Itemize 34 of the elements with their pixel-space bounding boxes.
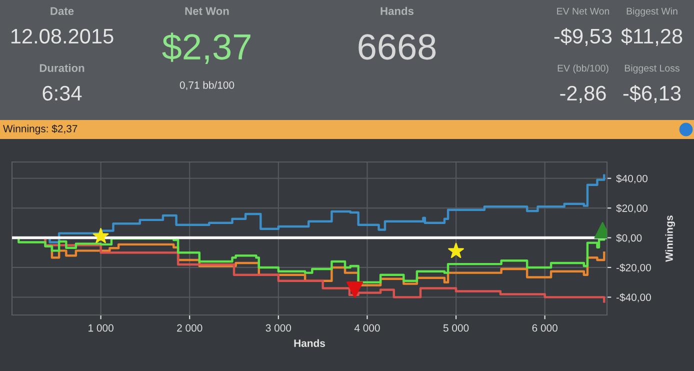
- y-tick-label: $40,00: [616, 174, 648, 184]
- x-tick-label: 2 000: [177, 324, 202, 332]
- x-tick-label: 6 000: [532, 324, 558, 332]
- text: EV Net Won: [557, 8, 610, 15]
- text: $2,37: [162, 32, 250, 64]
- x-tick-label: 1 000: [88, 324, 114, 332]
- text: -$6,13: [623, 84, 681, 104]
- y-tick-label: -$40,00: [616, 293, 651, 302]
- y-tick-label: $20,00: [616, 204, 648, 214]
- x-tick-label: 3 000: [266, 324, 292, 332]
- text: Hands: [380, 6, 414, 15]
- text: -$9,53: [554, 28, 612, 46]
- text: 12.08.2015: [11, 28, 114, 44]
- text: 0,71 bb/100: [180, 81, 234, 90]
- chart-title: Winnings: $2,37: [3, 124, 78, 134]
- text: 6:34: [42, 86, 82, 101]
- text: Biggest Win: [626, 7, 678, 17]
- y-axis-title: Winnings: [665, 216, 675, 262]
- text: Net Won: [185, 7, 229, 15]
- y-tick-label: $0,00: [616, 234, 642, 243]
- point: [92, 228, 109, 244]
- text: $11,28: [621, 28, 682, 46]
- text: Date: [50, 7, 74, 15]
- x-tick-label: 4 000: [354, 324, 380, 332]
- text: 6668: [358, 34, 436, 60]
- x-axis-title: Hands: [294, 339, 325, 347]
- point: [346, 281, 364, 298]
- point: [448, 242, 464, 258]
- text: EV (bb/100): [558, 64, 608, 74]
- x-tick-label: 5 000: [443, 324, 469, 332]
- y-tick-label: -$20,00: [616, 264, 651, 273]
- text: -2,86: [560, 86, 606, 104]
- text: Biggest Loss: [624, 64, 680, 74]
- text: Duration: [40, 64, 84, 72]
